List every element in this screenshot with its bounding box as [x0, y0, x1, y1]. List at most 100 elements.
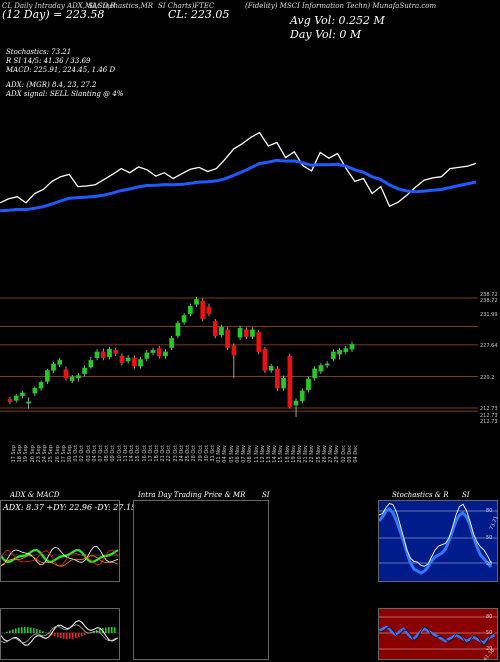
date-tick: 03 Dec — [347, 445, 353, 469]
date-tick: 24 Oct — [179, 445, 185, 469]
macd-histogram-bar — [60, 633, 62, 638]
price-label-5: 220.2 — [480, 375, 494, 381]
price-label-8: 212.73 — [480, 419, 498, 425]
candle-body — [89, 360, 93, 367]
stoch-d-line — [379, 509, 491, 573]
date-tick: 17 Oct — [148, 445, 154, 469]
macd-histogram-bar — [30, 627, 32, 633]
stoch-panel-suffix: SI — [462, 491, 470, 499]
candle-body — [225, 330, 229, 348]
candle-body — [20, 393, 24, 396]
candle-body — [325, 364, 329, 366]
adx-panel-values: ADX: 8.37 +DY: 22.96 -DY: 27.15 — [3, 503, 136, 512]
macd-histogram-bar — [18, 628, 20, 633]
date-tick: 10 Oct — [117, 445, 123, 469]
date-tick: 05 Nov — [229, 445, 235, 469]
candle-body — [101, 352, 105, 358]
stochastics-panel — [378, 500, 498, 582]
date-tick: 03 Oct — [86, 445, 92, 469]
candle-body — [70, 377, 74, 380]
macd-histogram-bar — [9, 630, 11, 633]
date-tick: 28 Oct — [191, 445, 197, 469]
date-tick: 29 Oct — [198, 445, 204, 469]
candle-body — [163, 352, 167, 356]
candle-body — [201, 301, 205, 319]
rsi-level-50: 50 — [486, 630, 492, 636]
macd-histogram-bar — [54, 633, 56, 636]
candle-body — [288, 356, 292, 407]
date-tick: 26 Nov — [322, 445, 328, 469]
macd-histogram-bar — [66, 633, 68, 639]
candle-body — [219, 327, 223, 335]
date-tick: 23 Sep — [36, 445, 42, 469]
candle-body — [250, 330, 254, 337]
date-tick: 18 Nov — [285, 445, 291, 469]
date-tick: 26 Sep — [55, 445, 61, 469]
date-tick: 16 Oct — [142, 445, 148, 469]
candle-body — [337, 350, 341, 354]
candle-body — [151, 350, 155, 353]
candle-body — [232, 346, 236, 355]
stoch-panel-title: Stochastics & R — [392, 491, 449, 499]
date-tick: 15 Nov — [278, 445, 284, 469]
candle-body — [114, 350, 118, 353]
date-tick: 11 Nov — [254, 445, 260, 469]
date-tick: 22 Oct — [166, 445, 172, 469]
candle-body — [8, 399, 12, 402]
candle-body — [294, 401, 298, 405]
date-tick: 06 Nov — [235, 445, 241, 469]
candle-body — [238, 328, 242, 337]
rsi-panel — [378, 608, 498, 660]
candle-body — [95, 352, 99, 358]
macd-histogram-bar — [108, 627, 110, 633]
candle-body — [14, 396, 18, 401]
macd-histogram-bar — [75, 633, 77, 638]
date-tick: 02 Dec — [341, 445, 347, 469]
date-tick: 02 Oct — [79, 445, 85, 469]
macd-histogram-bar — [15, 628, 17, 633]
macd-histogram-bar — [72, 633, 74, 639]
date-tick: 27 Sep — [61, 445, 67, 469]
macd-histogram-bar — [21, 627, 23, 633]
macd-signal-line — [1, 625, 118, 643]
macd-histogram-bar — [105, 627, 107, 633]
candle-body — [45, 370, 49, 381]
date-tick: 30 Oct — [204, 445, 210, 469]
candle-body — [132, 358, 136, 366]
candle-body — [76, 376, 80, 379]
date-tick: 25 Sep — [48, 445, 54, 469]
price-line — [0, 133, 476, 207]
macd-histogram-bar — [42, 631, 44, 633]
macd-histogram-bar — [39, 630, 41, 633]
date-tick: 29 Nov — [334, 445, 340, 469]
candle-body — [120, 356, 124, 363]
price-label-6: 212.73 — [480, 406, 498, 412]
candle-body — [39, 382, 43, 388]
ema-line — [0, 160, 476, 211]
candle-body — [188, 306, 192, 314]
date-tick: 23 Oct — [173, 445, 179, 469]
candle-body — [33, 388, 37, 393]
candle-body — [138, 359, 142, 366]
price-label-3: 231.99 — [480, 312, 498, 318]
macd-histogram-bar — [84, 633, 86, 635]
candle-body — [169, 338, 173, 347]
date-tick: 04 Nov — [222, 445, 228, 469]
rsi-level-80: 80 — [486, 614, 492, 620]
date-tick: 08 Nov — [247, 445, 253, 469]
date-tick: 15 Oct — [135, 445, 141, 469]
candle-body — [26, 402, 30, 404]
macd-histogram-bar — [81, 633, 83, 636]
candle-body — [344, 348, 348, 351]
macd-histogram-bar — [78, 633, 80, 637]
candle-body — [107, 349, 111, 357]
candle-body — [269, 366, 273, 370]
candle-body — [300, 391, 304, 401]
price-label-2: 238.72 — [480, 298, 498, 304]
candle-body — [157, 348, 161, 356]
candle-body — [312, 369, 316, 378]
candle-body — [64, 370, 68, 378]
macd-histogram-bar — [27, 627, 29, 633]
date-tick: 19 Nov — [291, 445, 297, 469]
